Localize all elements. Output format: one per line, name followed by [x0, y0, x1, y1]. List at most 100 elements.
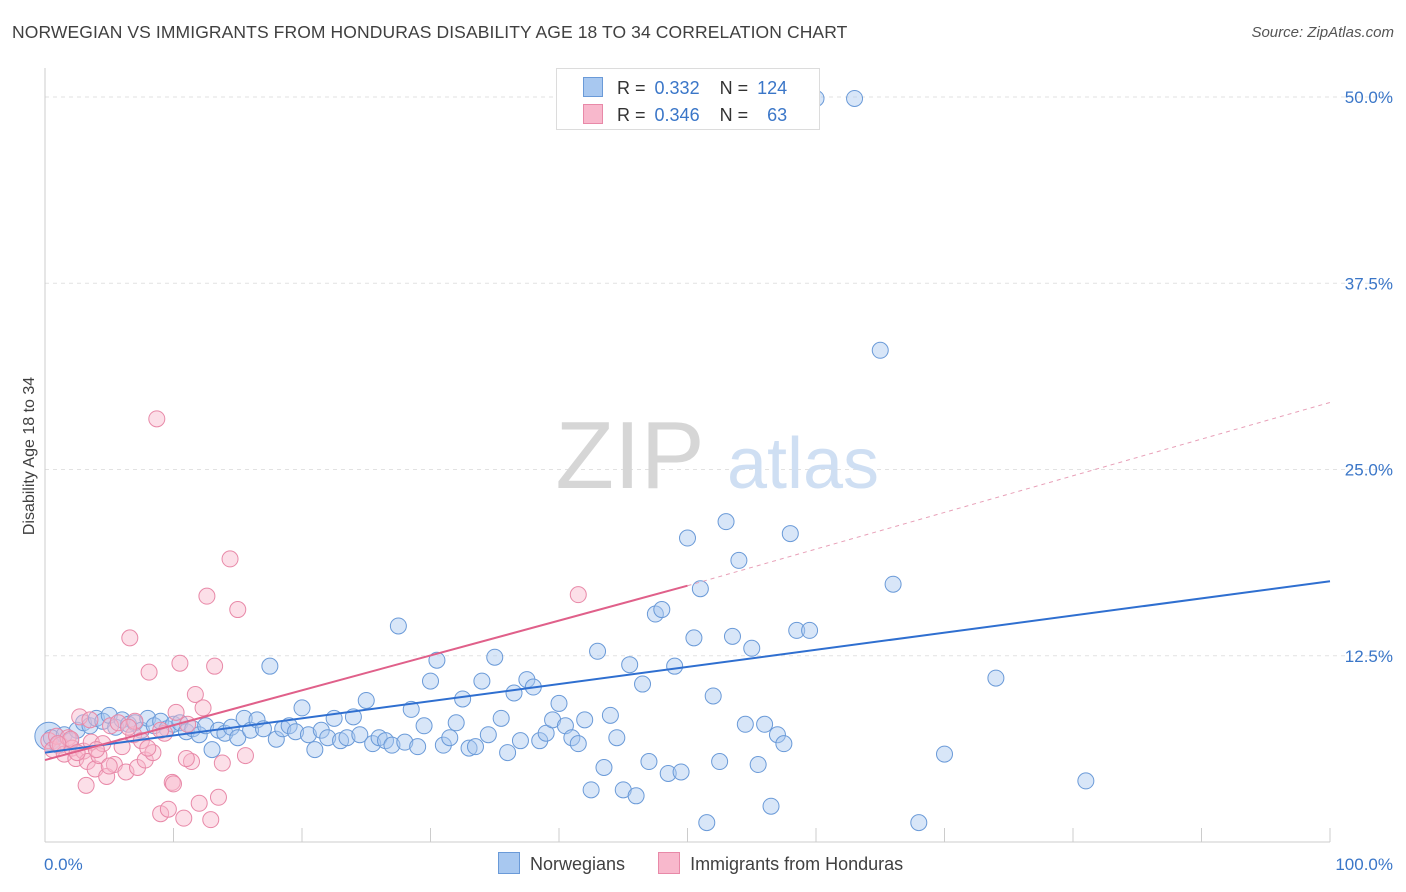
- point-norwegian: [659, 764, 677, 782]
- point-honduras: [209, 788, 227, 806]
- point-honduras: [167, 703, 185, 721]
- point-norwegian: [788, 621, 806, 639]
- source-label: Source: ZipAtlas.com: [1251, 24, 1394, 41]
- point-norwegian: [261, 657, 279, 675]
- legend-bottom: Norwegians Immigrants from Honduras: [498, 852, 903, 876]
- point-norwegian: [306, 741, 324, 759]
- point-honduras: [179, 715, 197, 733]
- point-norwegian: [704, 687, 722, 705]
- grid-lines: [45, 96, 1392, 657]
- point-honduras: [126, 712, 144, 730]
- point-norwegian: [569, 735, 587, 753]
- point-norwegian: [383, 736, 401, 754]
- point-norwegian: [402, 700, 420, 718]
- legend-label: Norwegians: [530, 854, 626, 874]
- point-norwegian: [409, 738, 427, 756]
- point-norwegian: [229, 729, 247, 747]
- point-honduras: [109, 714, 127, 732]
- legend-r-label: R =: [617, 105, 646, 125]
- point-norwegian: [730, 551, 748, 569]
- point-norwegian: [627, 787, 645, 805]
- point-honduras: [177, 750, 195, 768]
- watermark-atlas: atlas: [727, 424, 879, 504]
- point-norwegian: [768, 726, 786, 744]
- point-honduras: [206, 657, 224, 675]
- point-norwegian: [595, 759, 613, 776]
- point-norwegian: [473, 672, 491, 690]
- point-norwegian: [364, 735, 382, 753]
- y-tick-label: 50.0%: [1345, 88, 1393, 107]
- point-norwegian: [1077, 772, 1095, 790]
- legend-r-value: 0.346: [654, 105, 700, 125]
- point-norwegian: [505, 684, 523, 702]
- point-norwegian: [563, 729, 581, 747]
- point-honduras: [198, 587, 216, 605]
- point-honduras: [569, 586, 587, 604]
- y-axis-label: Disability Age 18 to 34: [21, 377, 38, 535]
- point-norwegian: [743, 639, 761, 657]
- point-norwegian: [357, 691, 375, 709]
- legend-top: R = 0.332 N = 124 R = 0.346 N = 63: [556, 68, 820, 130]
- point-norwegian: [775, 735, 793, 753]
- point-norwegian: [422, 672, 439, 690]
- point-norwegian: [287, 723, 305, 741]
- legend-n-label: N =: [719, 78, 749, 98]
- point-honduras: [190, 794, 208, 812]
- point-norwegian: [756, 715, 774, 733]
- point-norwegian: [576, 711, 594, 729]
- legend-swatch-pink: [658, 852, 681, 874]
- point-norwegian: [499, 744, 517, 762]
- point-norwegian: [299, 726, 317, 744]
- legend-n-label: N =: [719, 105, 749, 125]
- point-norwegian: [653, 601, 671, 619]
- point-norwegian: [466, 738, 484, 756]
- point-norwegian: [621, 656, 639, 674]
- point-norwegian: [486, 648, 504, 666]
- point-honduras: [213, 754, 231, 772]
- point-honduras: [171, 654, 189, 672]
- point-honduras: [71, 708, 89, 726]
- point-norwegian: [672, 763, 690, 781]
- trend-lines: [44, 401, 1331, 762]
- point-norwegian: [749, 756, 767, 774]
- point-norwegian: [846, 89, 864, 107]
- point-norwegian: [987, 669, 1005, 687]
- legend-item-honduras: Immigrants from Honduras: [658, 852, 903, 874]
- point-norwegian: [492, 709, 510, 727]
- point-norwegian: [711, 753, 729, 771]
- point-norwegian: [389, 617, 407, 635]
- legend-swatch-blue: [498, 852, 520, 874]
- point-norwegian: [460, 739, 478, 757]
- point-norwegian: [723, 627, 741, 645]
- chart-title: NORWEGIAN VS IMMIGRANTS FROM HONDURAS DI…: [12, 22, 848, 42]
- point-honduras: [182, 753, 200, 771]
- point-norwegian: [351, 726, 369, 744]
- point-norwegian: [634, 675, 652, 693]
- legend-n-value: 124: [757, 78, 788, 98]
- axes: [44, 68, 1331, 843]
- x-tick-label: 100.0%: [1335, 855, 1393, 874]
- axis-ticks: 12.5% 25.0% 37.5% 50.0% 0.0% 100.0%: [44, 88, 1393, 874]
- point-norwegian: [601, 706, 619, 724]
- point-honduras: [229, 601, 247, 619]
- point-norwegian: [698, 814, 716, 832]
- point-norwegian: [428, 651, 446, 669]
- point-norwegian: [801, 621, 819, 639]
- point-norwegian: [781, 525, 799, 543]
- point-honduras: [165, 775, 182, 793]
- point-honduras: [59, 729, 77, 747]
- point-norwegian: [589, 642, 607, 660]
- y-tick-label: 37.5%: [1345, 274, 1393, 293]
- point-honduras: [159, 800, 177, 818]
- point-norwegian: [396, 733, 414, 751]
- point-norwegian: [640, 753, 658, 771]
- point-norwegian: [267, 730, 285, 748]
- point-honduras: [236, 747, 254, 765]
- point-norwegian: [666, 657, 684, 675]
- legend-r-label: R =: [617, 78, 646, 98]
- point-norwegian: [447, 714, 465, 732]
- legend-n-value: 63: [767, 105, 788, 125]
- legend-item-norwegians: Norwegians: [498, 852, 630, 874]
- legend-row-pink: R = 0.346 N = 63: [583, 104, 787, 126]
